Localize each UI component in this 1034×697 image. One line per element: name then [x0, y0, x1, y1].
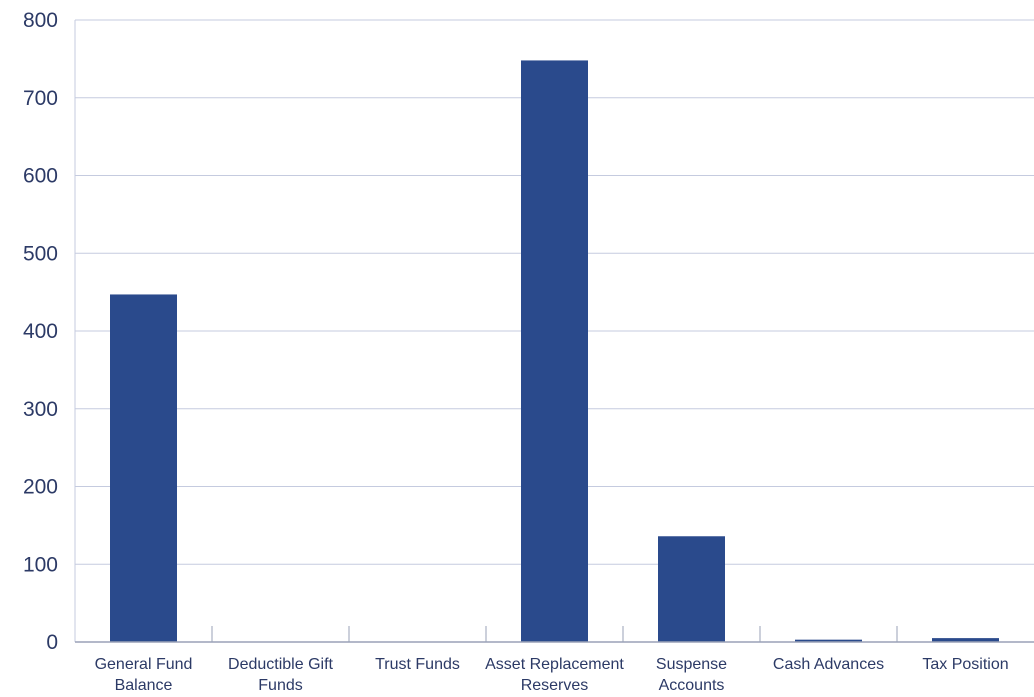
x-tick-label: Suspense Accounts: [656, 656, 727, 694]
y-axis-tick-labels: 0 100 200 300 400 500 600 700 800: [23, 9, 58, 654]
bar: [110, 294, 177, 642]
x-tick-label: Tax Position: [922, 656, 1008, 673]
y-tick-label: 200: [23, 476, 58, 499]
x-tick-label-line: General Fund: [95, 656, 193, 673]
x-tick-label-line: Accounts: [659, 677, 725, 694]
x-tick-label-line: Reserves: [521, 677, 589, 694]
x-tick-label: Deductible Gift Funds: [228, 656, 333, 694]
bars: [110, 60, 999, 643]
y-tick-label: 600: [23, 165, 58, 188]
x-tick-label: General Fund Balance: [95, 656, 193, 694]
x-tick-label-line: Suspense: [656, 656, 727, 673]
x-tick-label-line: Balance: [115, 677, 173, 694]
x-axis: [75, 626, 1034, 643]
bar: [932, 638, 999, 642]
y-tick-label: 100: [23, 553, 58, 576]
y-tick-label: 400: [23, 320, 58, 343]
bar: [521, 60, 588, 643]
bar: [795, 639, 862, 642]
x-axis-tick-labels: General Fund Balance Deductible Gift Funds T…: [95, 656, 1009, 694]
y-tick-label: 700: [23, 87, 58, 110]
y-tick-label: 0: [46, 631, 58, 654]
x-tick-label: Asset Replacement Reserves: [485, 656, 624, 694]
x-tick-label-line: Tax Position: [922, 656, 1008, 673]
x-tick-label: Trust Funds: [375, 656, 460, 673]
y-tick-label: 800: [23, 9, 58, 32]
x-tick-label-line: Deductible Gift: [228, 656, 333, 673]
x-tick-label-line: Trust Funds: [375, 656, 460, 673]
x-tick-label-line: Asset Replacement: [485, 656, 624, 673]
y-tick-label: 500: [23, 242, 58, 265]
x-tick-label: Cash Advances: [773, 656, 884, 673]
y-tick-label: 300: [23, 398, 58, 421]
x-tick-label-line: Cash Advances: [773, 656, 884, 673]
bar: [658, 536, 725, 642]
x-tick-label-line: Funds: [258, 677, 302, 694]
